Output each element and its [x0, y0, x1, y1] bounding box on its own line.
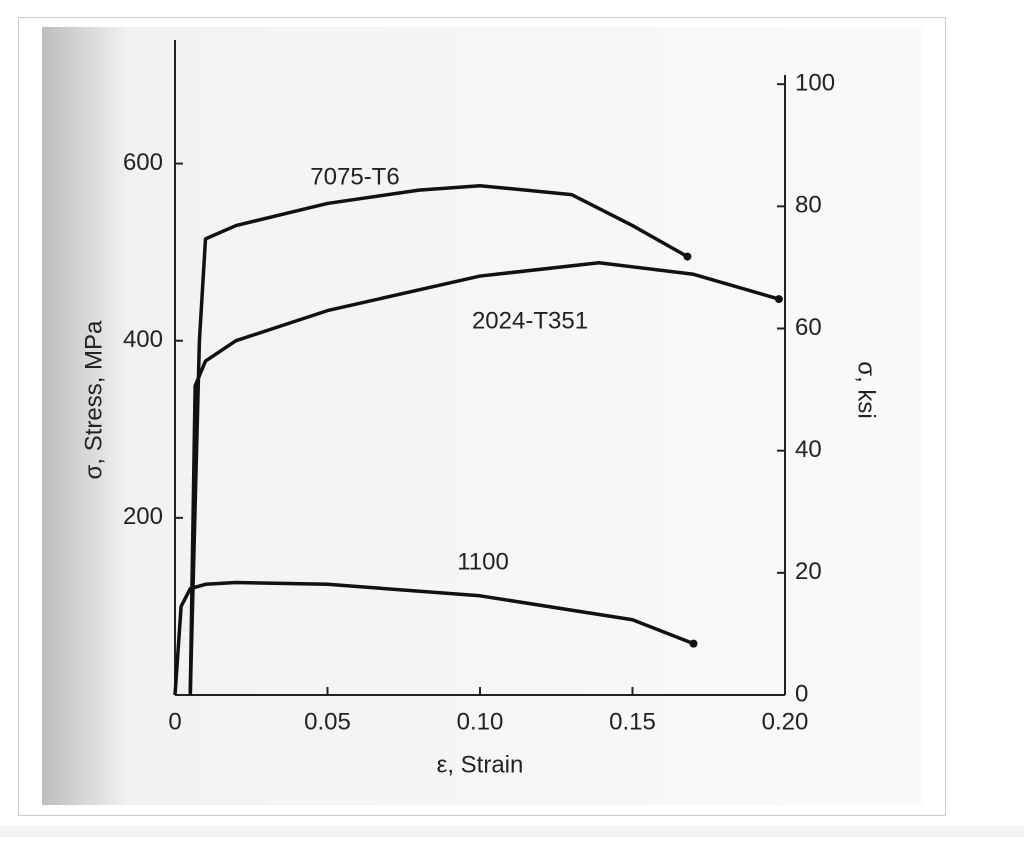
series-label: 2024-T351: [472, 307, 588, 334]
x-tick-label: 0.20: [762, 708, 809, 735]
x-tick-label: 0.05: [304, 708, 351, 735]
y-tick-label: 200: [123, 503, 163, 530]
x-tick-label: 0.10: [457, 708, 504, 735]
y2-tick-label: 40: [795, 436, 822, 463]
x-tick-label: 0.15: [609, 708, 656, 735]
y2-axis-label: σ, ksi: [853, 361, 880, 418]
x-axis-label: ε, Strain: [437, 751, 524, 778]
y-axis-label: σ, Stress, MPa: [80, 320, 107, 480]
y2-tick-label: 60: [795, 314, 822, 341]
x-tick-label: 0: [168, 708, 181, 735]
y2-tick-label: 0: [795, 680, 808, 707]
y2-tick-label: 20: [795, 558, 822, 585]
bottom-strip: [0, 826, 1024, 837]
series-line: [188, 261, 780, 696]
y-tick-label: 600: [123, 149, 163, 176]
series-line: [173, 580, 695, 696]
series-end: [689, 639, 698, 648]
series-label: 1100: [457, 548, 509, 575]
scan: [42, 27, 922, 805]
y-tick-label: 400: [123, 326, 163, 353]
y2-tick-label: 100: [795, 70, 835, 97]
series-line: [188, 183, 689, 696]
series-label: 7075-T6: [310, 163, 399, 190]
series-end: [683, 252, 692, 261]
y2-tick-label: 80: [795, 192, 822, 219]
series-end: [774, 295, 783, 304]
